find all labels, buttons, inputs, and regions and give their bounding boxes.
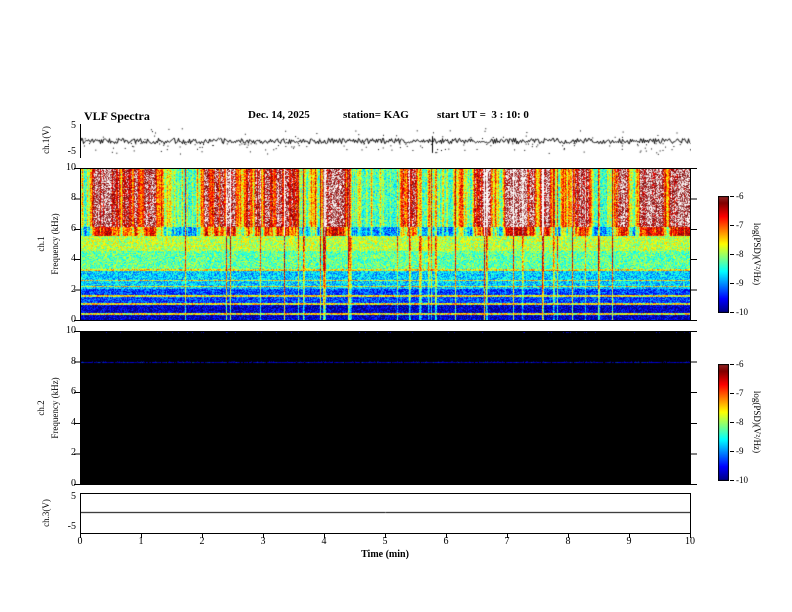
ch2-spec-ytick-0: 0 [71,478,76,489]
x-tick-0: 0 [77,536,83,547]
ch2-spec-ylabel: Frequency (kHz) [50,377,60,439]
x-tick-8: 8 [565,536,571,547]
figure-date: Dec. 14, 2025 [248,109,310,121]
x-tick-7: 7 [504,536,510,547]
x-axis-title: Time (min) [361,549,409,560]
ch2-spec-ytick-2: 2 [71,447,76,458]
ch1-spec-channel-label: ch.1 [36,236,46,252]
ch2-colorbar-label: log(PSD)(V²/Hz) [752,390,762,454]
ch1-spectrogram-panel [80,168,691,321]
x-tick-9: 9 [626,536,632,547]
ch1-waveform-plot [81,124,691,158]
ch3-wave-ytick-top: 5 [71,491,76,502]
figure-title: VLF Spectra [84,109,150,123]
ch2-cb-tick-m10: -10 [736,475,748,485]
ch1-colorbar [718,196,729,313]
ch2-spec-ytick-6: 6 [71,386,76,397]
ch2-colorbar-tick-marks [730,364,734,482]
ch2-spectrogram-plot [81,332,690,484]
ch1-spec-ytick-4: 4 [71,253,76,264]
ch1-spec-ytick-6: 6 [71,223,76,234]
ch2-cb-tick-m9: -9 [736,446,744,456]
ch1-colorbar-tick-marks [730,196,734,314]
x-tick-5: 5 [382,536,388,547]
x-axis-tick-marks [80,534,691,538]
ch1-cb-tick-m10: -10 [736,307,748,317]
ch2-spec-left-tick-marks [74,331,80,486]
ch2-cb-tick-m7: -7 [736,388,744,398]
ch1-spec-right-tick-marks [691,168,697,322]
ch2-cb-tick-m8: -8 [736,417,744,427]
ch1-spectrogram-plot [81,169,690,320]
ch1-spec-left-tick-marks [74,168,80,322]
ch2-cb-tick-m6: -6 [736,359,744,369]
ch3-wave-ytick-bottom: -5 [67,521,76,532]
ch1-wave-ylabel: ch.1(V) [41,126,51,154]
x-tick-2: 2 [199,536,205,547]
x-tick-1: 1 [138,536,144,547]
x-tick-6: 6 [443,536,449,547]
ch3-waveform-panel [80,493,691,534]
ch3-wave-ylabel: ch.3(V) [41,499,51,527]
ch1-waveform-panel [80,124,691,158]
ch2-spec-right-tick-marks [691,331,697,486]
x-tick-3: 3 [260,536,266,547]
x-tick-10: 10 [685,536,695,547]
ch1-cb-tick-m8: -8 [736,249,744,259]
ch1-spec-ytick-10: 10 [66,162,76,173]
ch2-spectrogram-panel [80,331,691,485]
ch1-cb-tick-m7: -7 [736,220,744,230]
ch3-waveform-plot [81,494,690,533]
ch1-spec-ytick-0: 0 [71,314,76,325]
figure-start-ut: start UT = 3 : 10: 0 [437,109,529,121]
ch1-wave-ytick-bottom: -5 [67,146,76,157]
ch2-spec-channel-label: ch.2 [36,400,46,416]
ch1-wave-ytick-top: 5 [71,120,76,131]
figure-station: station= KAG [343,109,409,121]
ch1-cb-tick-m9: -9 [736,278,744,288]
ch1-spec-ylabel: Frequency (kHz) [50,213,60,275]
ch2-spec-ytick-8: 8 [71,356,76,367]
ch2-spec-ytick-10: 10 [66,325,76,336]
ch2-colorbar [718,364,729,481]
ch1-spec-ytick-8: 8 [71,192,76,203]
x-tick-4: 4 [321,536,327,547]
ch2-spec-ytick-4: 4 [71,417,76,428]
ch1-cb-tick-m6: -6 [736,191,744,201]
ch1-spec-ytick-2: 2 [71,284,76,295]
ch1-colorbar-label: log(PSD)(V²/Hz) [752,222,762,286]
